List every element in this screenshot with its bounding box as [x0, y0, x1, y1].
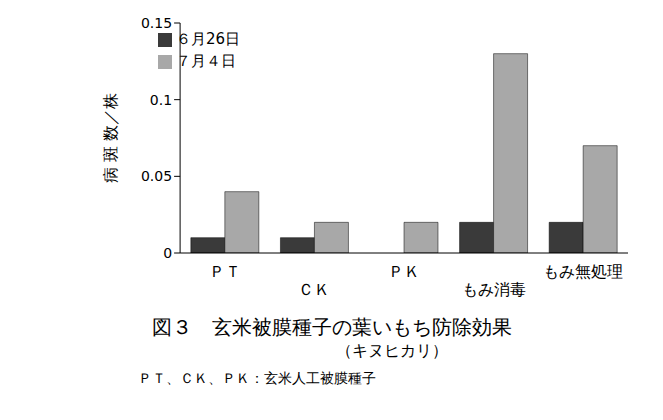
svg-text:もみ消毒: もみ消毒	[462, 280, 526, 299]
svg-text:0.1: 0.1	[150, 92, 172, 108]
svg-text:0: 0	[163, 245, 172, 261]
html-text:図３ 玄米被膜種子の葉いもち防除効果: 図３ 玄米被膜種子の葉いもち防除効果	[151, 315, 512, 339]
html-text:ＰＴ、ＣＫ、ＰＫ：玄米人工被膜種子: ＰＴ、ＣＫ、ＰＫ：玄米人工被膜種子	[138, 370, 376, 386]
svg-text:0.15: 0.15	[141, 15, 172, 31]
svg-text:もみ無処理: もみ無処理	[543, 262, 623, 281]
svg-text:ＰＫ: ＰＫ	[388, 262, 420, 281]
html-text:７月４日: ７月４日	[176, 52, 236, 70]
html-text:（キヌヒカリ）: （キヌヒカリ）	[335, 341, 448, 360]
html-text:６月26日: ６月26日	[176, 30, 241, 48]
svg-text:病 斑 数／株: 病 斑 数／株	[101, 93, 120, 183]
svg-text:ＰＴ: ＰＴ	[209, 262, 241, 281]
svg-text:ＣＫ: ＣＫ	[298, 280, 330, 299]
svg-text:0.05: 0.05	[141, 168, 172, 184]
